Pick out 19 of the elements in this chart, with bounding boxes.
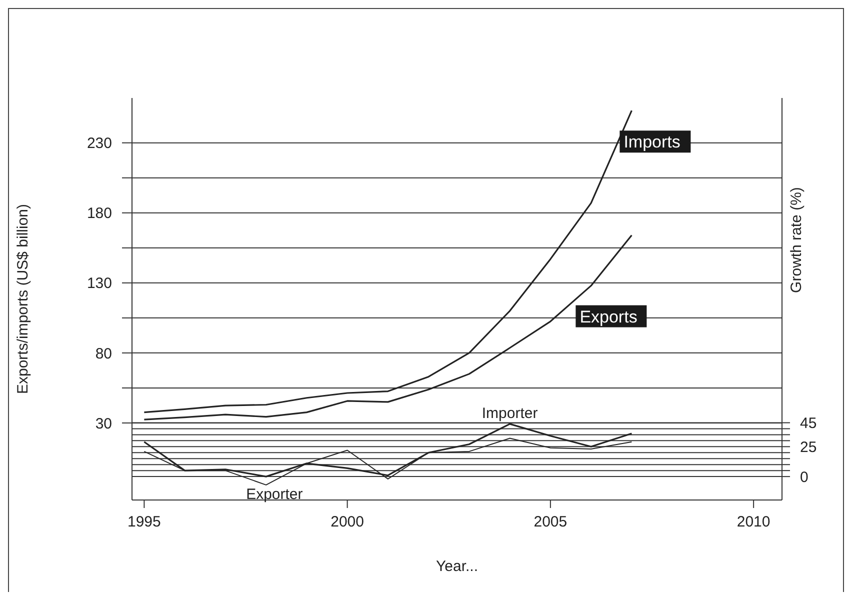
x-tick-label: 2005 [534,514,568,531]
series-label: Imports [624,132,680,152]
y-tick-label: 30 [95,415,112,432]
y2-tick-label: 45 [800,415,817,432]
series-label: Exports [580,307,638,326]
y-tick-label: 230 [86,135,112,152]
y2-tick-label: 25 [800,438,817,456]
y2-tick-label: 0 [800,468,808,486]
x-axis-title: Year... [436,558,478,575]
y-tick-label: 130 [86,275,112,292]
y-tick-label: 180 [86,205,112,222]
y-axis-title: Exports/imports (US$ billion) [14,204,32,394]
y-tick-label: 80 [95,345,112,362]
series-label: Exporter [246,486,303,503]
series-label: Importer [482,404,538,422]
y2-axis-title: Growth rate (%) [788,187,805,293]
x-tick-label: 2010 [736,514,770,531]
x-tick-label: 2000 [330,514,364,531]
x-tick-label: 1995 [128,514,161,531]
